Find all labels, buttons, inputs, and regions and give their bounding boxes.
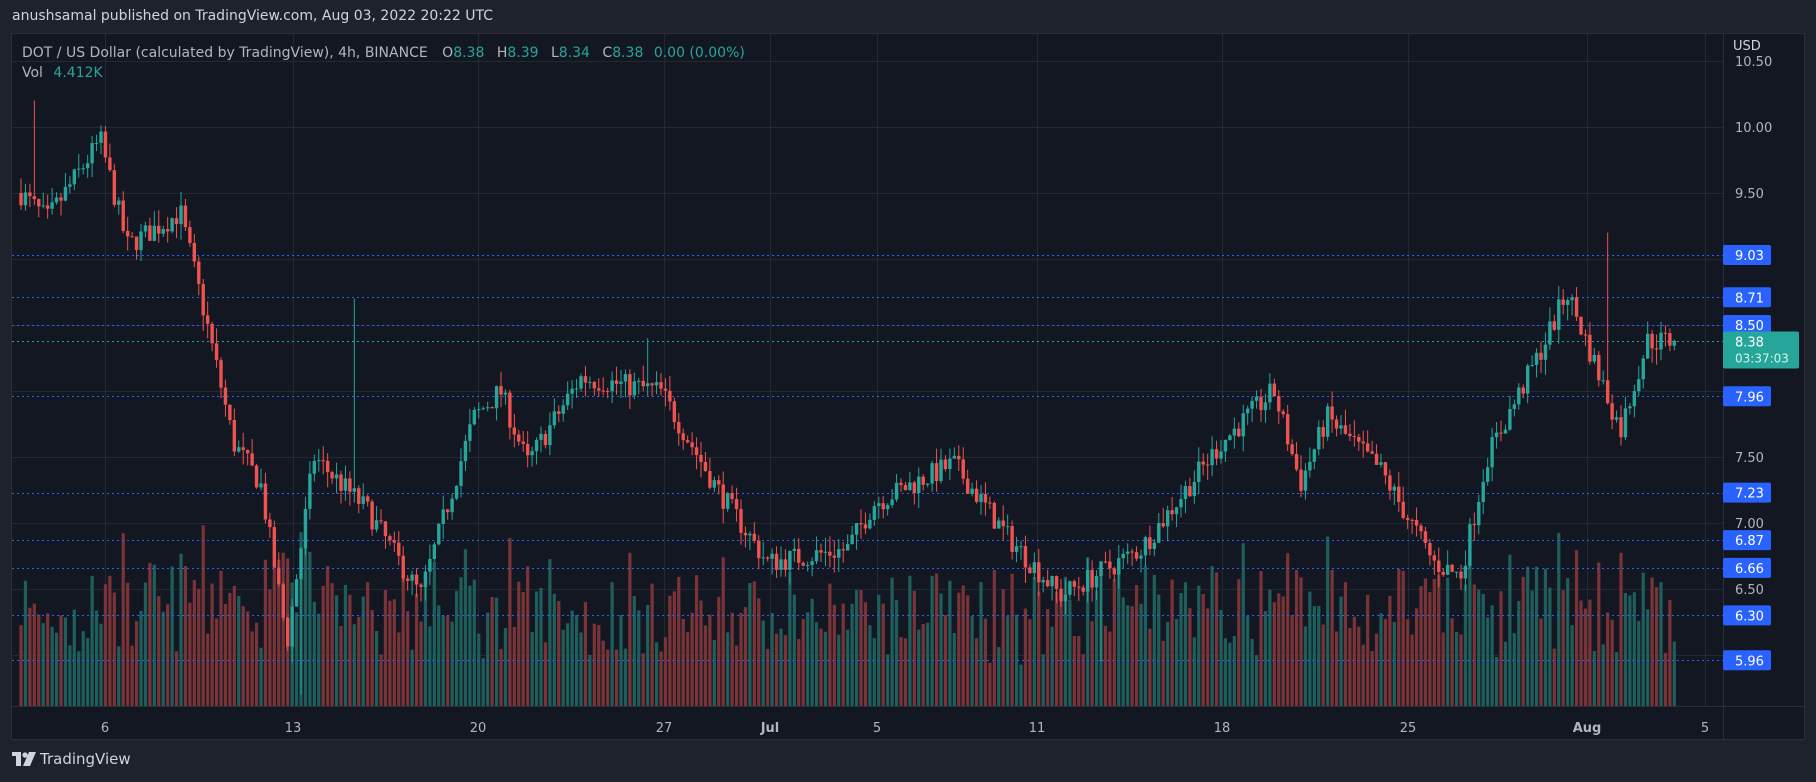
- time-axis-tick: Jul: [760, 721, 780, 736]
- time-axis-tick: 20: [470, 721, 487, 736]
- time-axis-tick: 6: [101, 721, 109, 736]
- time-axis-tick: 27: [656, 721, 673, 736]
- price-axis-tick: 6.50: [1735, 583, 1764, 598]
- open-label: O: [442, 45, 454, 61]
- svg-text:6.66: 6.66: [1735, 562, 1764, 577]
- price-level-label: 7.23: [1723, 482, 1771, 503]
- svg-text:USD: USD: [1733, 39, 1761, 54]
- svg-text:7.96: 7.96: [1735, 390, 1764, 405]
- tradingview-footer: TradingView: [12, 750, 131, 768]
- low-value: 8.34: [558, 45, 590, 61]
- high-label: H: [496, 45, 508, 61]
- price-level-label: 5.96: [1723, 650, 1771, 671]
- close-value: 8.38: [612, 45, 644, 61]
- svg-text:8.50: 8.50: [1735, 319, 1764, 334]
- price-axis-tick: 7.00: [1735, 517, 1764, 532]
- price-level-label: 8.50: [1723, 315, 1771, 335]
- volume-value: 4.412K: [53, 65, 103, 81]
- volume-legend-row: Vol 4.412K: [22, 63, 745, 83]
- price-level-label: 6.30: [1723, 605, 1771, 626]
- volume-bars: [19, 521, 1676, 706]
- symbol-legend-row: DOT / US Dollar (calculated by TradingVi…: [22, 43, 745, 63]
- time-axis-tick: 25: [1400, 721, 1417, 736]
- svg-text:6.87: 6.87: [1735, 534, 1764, 549]
- tradingview-brand: TradingView: [40, 750, 131, 768]
- svg-text:8.71: 8.71: [1735, 291, 1764, 306]
- chart-legend: DOT / US Dollar (calculated by TradingVi…: [22, 43, 745, 83]
- time-axis[interactable]: [12, 706, 1723, 739]
- svg-text:9.03: 9.03: [1735, 249, 1764, 264]
- time-axis-tick: Aug: [1573, 721, 1602, 736]
- price-level-label: 8.71: [1723, 287, 1771, 308]
- svg-text:6.30: 6.30: [1735, 609, 1764, 624]
- svg-text:8.38: 8.38: [1735, 336, 1764, 351]
- low-label: L: [550, 45, 559, 61]
- volume-label[interactable]: Vol: [22, 65, 43, 81]
- svg-text:7.23: 7.23: [1735, 487, 1764, 502]
- price-chart-canvas[interactable]: 6 13 20 27 Jul 5 11 18 25 Aug 5 USD10.50 10.00 9.50 7.…: [12, 34, 1804, 739]
- bar-countdown: 03:37:03: [1735, 352, 1789, 366]
- price-axis-tick: 10.00: [1735, 121, 1772, 136]
- price-level-label: 6.87: [1723, 530, 1771, 551]
- price-level-label: 7.96: [1723, 386, 1771, 407]
- change-value: 0.00 (0.00%): [653, 45, 745, 61]
- tradingview-logo-icon: [12, 752, 36, 766]
- price-axis-tick: 9.50: [1735, 187, 1764, 202]
- time-axis-tick: 5: [873, 721, 881, 736]
- price-axis-tick: 10.50: [1735, 55, 1772, 70]
- high-value: 8.39: [507, 45, 539, 61]
- time-axis-tick: 18: [1214, 721, 1231, 736]
- svg-text:5.96: 5.96: [1735, 654, 1764, 669]
- price-level-label: 9.03: [1723, 245, 1771, 266]
- close-label: C: [602, 45, 613, 61]
- price-level-label: 6.66: [1723, 557, 1771, 578]
- open-value: 8.38: [453, 45, 485, 61]
- time-axis-tick: 13: [285, 721, 302, 736]
- symbol-title[interactable]: DOT / US Dollar (calculated by TradingVi…: [22, 45, 428, 61]
- published-by-line: anushsamal published on TradingView.com,…: [12, 8, 494, 24]
- candlesticks: [19, 100, 1677, 695]
- time-axis-tick: 11: [1029, 721, 1046, 736]
- price-axis-tick: 7.50: [1735, 451, 1764, 466]
- time-axis-tick: 5: [1701, 721, 1709, 736]
